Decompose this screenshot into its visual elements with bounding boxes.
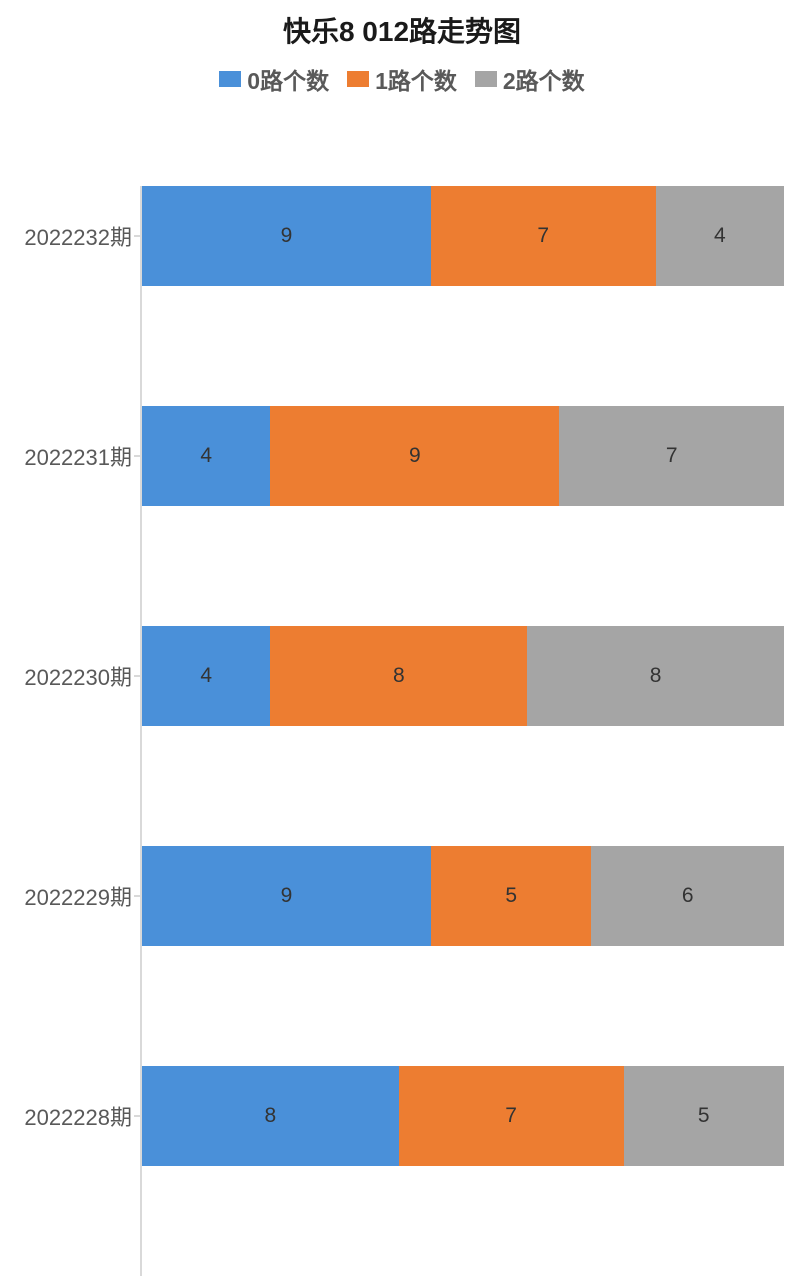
axis-tick bbox=[134, 675, 142, 677]
bar-segment: 4 bbox=[656, 186, 784, 286]
category-label: 2022229期 bbox=[24, 880, 132, 912]
bar-segment: 4 bbox=[142, 406, 270, 506]
bar-row: 2022231期497 bbox=[142, 406, 784, 506]
legend-label-0: 0路个数 bbox=[247, 62, 329, 96]
legend-item-0: 0路个数 bbox=[219, 62, 329, 96]
bar-segment: 5 bbox=[431, 846, 592, 946]
category-label: 2022231期 bbox=[24, 440, 132, 472]
legend-swatch-1 bbox=[347, 71, 369, 87]
axis-tick bbox=[134, 455, 142, 457]
bar-segment: 7 bbox=[399, 1066, 624, 1166]
legend-label-1: 1路个数 bbox=[375, 62, 457, 96]
bar-segment: 8 bbox=[270, 626, 527, 726]
bar-segment: 7 bbox=[431, 186, 656, 286]
bar-row: 2022232期974 bbox=[142, 186, 784, 286]
bar-segment: 7 bbox=[559, 406, 784, 506]
bar-segment: 9 bbox=[142, 186, 431, 286]
category-label: 2022228期 bbox=[24, 1100, 132, 1132]
bar-row: 2022230期488 bbox=[142, 626, 784, 726]
category-label: 2022232期 bbox=[24, 220, 132, 252]
legend-swatch-0 bbox=[219, 71, 241, 87]
legend-label-2: 2路个数 bbox=[503, 62, 585, 96]
chart-legend: 0路个数 1路个数 2路个数 bbox=[0, 62, 804, 96]
bar-segment: 9 bbox=[270, 406, 559, 506]
axis-tick bbox=[134, 1115, 142, 1117]
axis-tick bbox=[134, 895, 142, 897]
plot-area: 2022232期974 2022231期497 2022230期488 2022229… bbox=[140, 186, 784, 1276]
bar-row: 2022228期875 bbox=[142, 1066, 784, 1166]
legend-swatch-2 bbox=[475, 71, 497, 87]
bar-row: 2022229期956 bbox=[142, 846, 784, 946]
bar-segment: 8 bbox=[142, 1066, 399, 1166]
category-label: 2022230期 bbox=[24, 660, 132, 692]
chart-title: 快乐8 012路走势图 bbox=[0, 0, 804, 50]
bar-segment: 4 bbox=[142, 626, 270, 726]
legend-item-2: 2路个数 bbox=[475, 62, 585, 96]
axis-tick bbox=[134, 235, 142, 237]
bar-segment: 8 bbox=[527, 626, 784, 726]
bar-segment: 5 bbox=[624, 1066, 785, 1166]
bar-segment: 9 bbox=[142, 846, 431, 946]
legend-item-1: 1路个数 bbox=[347, 62, 457, 96]
bar-segment: 6 bbox=[591, 846, 784, 946]
